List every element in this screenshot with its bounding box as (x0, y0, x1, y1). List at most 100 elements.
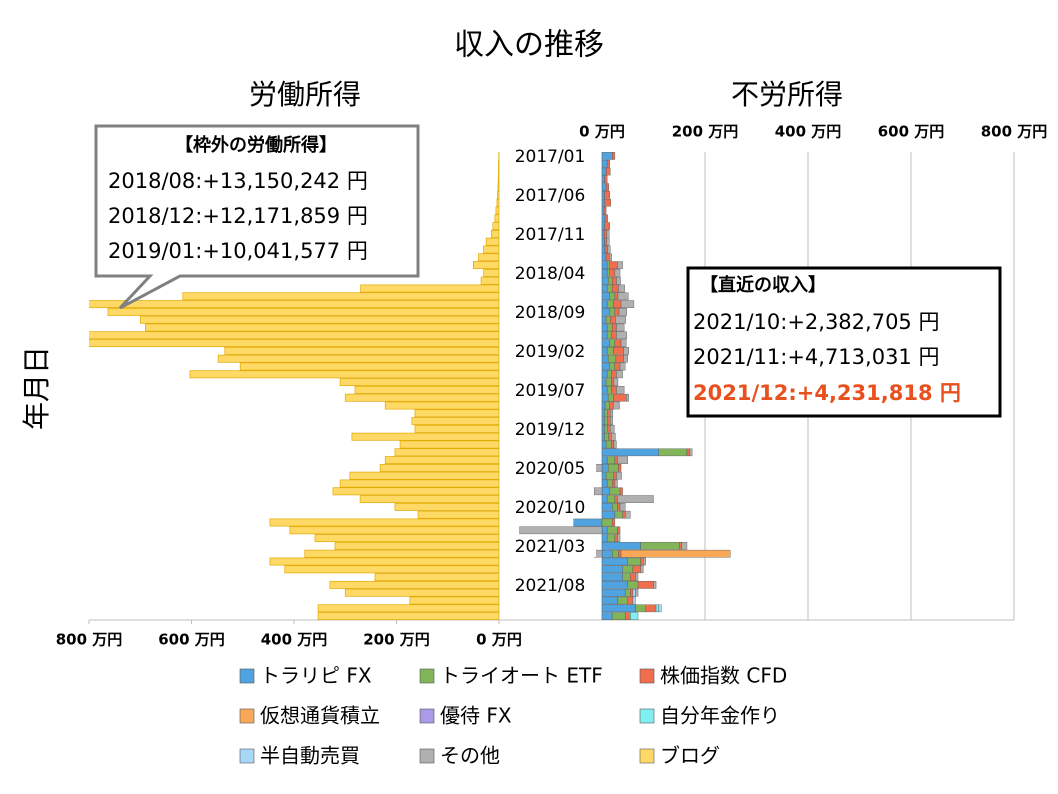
bar-segment (605, 167, 611, 176)
bar-segment (619, 503, 626, 511)
bar-segment (609, 253, 612, 262)
bar-segment (601, 308, 610, 316)
bar-segment (601, 331, 608, 340)
bar-segment (604, 175, 608, 184)
bar-segment (610, 425, 615, 433)
bar-segment (626, 393, 629, 402)
bar-segment (617, 495, 654, 503)
bar (339, 378, 499, 387)
bar (492, 222, 499, 231)
bar-segment (624, 510, 631, 519)
bars (89, 151, 731, 621)
bar-segment (601, 440, 607, 449)
bar-segment (613, 378, 619, 386)
bar-segment (601, 386, 608, 394)
bar-segment (615, 315, 626, 324)
bar-segment (604, 432, 609, 441)
annotation-title: 【直近の収入】 (700, 274, 826, 296)
bar-segment (611, 378, 615, 386)
bar (289, 526, 499, 535)
legend: トラリピ FX トライオート ETF 株価指数 CFD 仮想通貨積立 優待 FX 自分年金… (239, 664, 787, 768)
label-bg (504, 380, 596, 401)
bar-segment (615, 354, 624, 363)
bar-segment (601, 596, 618, 605)
bar-segment (611, 386, 617, 394)
legend-label: トライオート ETF (440, 664, 603, 688)
bar-segment (601, 471, 607, 480)
bar-segment (612, 518, 616, 527)
bar (480, 276, 499, 285)
bar-segment (613, 440, 617, 449)
bar-segment (605, 253, 610, 262)
bar-segment (605, 183, 609, 191)
x-tick-label: 800 万円 (56, 631, 123, 649)
bar (483, 245, 499, 254)
bar-segment (612, 549, 619, 558)
bar-segment (658, 448, 688, 457)
bar-segment (601, 542, 641, 550)
bar-segment (601, 518, 613, 527)
bar-segment (601, 261, 608, 269)
bar-segment (622, 510, 626, 519)
bar-segment (609, 487, 621, 496)
label-bg (504, 224, 596, 245)
annotation-line: 2021/10:+2,382,705 円 (693, 310, 939, 334)
bar-segment (606, 347, 614, 355)
bar (145, 323, 499, 332)
legend-label: 株価指数 CFD (660, 664, 787, 688)
bar (497, 183, 499, 192)
bar (498, 167, 499, 176)
label-bg (504, 458, 596, 479)
bar (317, 612, 499, 621)
bar (498, 159, 499, 168)
annotation-line: 2018/08:+13,150,242 円 (108, 169, 368, 193)
bar-segment (604, 245, 608, 254)
annotation-line: 2019/01:+10,041,577 円 (108, 239, 368, 263)
bar (354, 385, 499, 394)
bar-segment (606, 534, 616, 542)
bar (414, 424, 499, 433)
bar-segment (604, 214, 608, 223)
bar-segment (601, 300, 608, 308)
bar (497, 190, 499, 199)
bar-segment (519, 526, 603, 535)
bar-segment (612, 152, 616, 160)
bar-segment (609, 261, 618, 269)
bar-segment (601, 276, 609, 285)
bar (304, 549, 499, 558)
bar-segment (609, 292, 616, 301)
annotation-title: 【枠外の労働所得】 (175, 134, 337, 156)
bar (351, 432, 499, 441)
legend-label: トラリピ FX (260, 664, 372, 688)
bar-segment (601, 479, 608, 488)
bar (485, 237, 499, 246)
bar (394, 502, 499, 511)
bar-segment (632, 588, 636, 597)
bar (317, 604, 499, 613)
bar-segment (601, 393, 609, 402)
bar-segment (679, 542, 683, 550)
legend-label: 半自動売買 (260, 744, 360, 768)
bar (374, 573, 499, 582)
bar-segment (604, 222, 610, 230)
bar (89, 339, 499, 348)
bar-segment (601, 464, 609, 472)
annotation-recent: 【直近の収入】 2021/10:+2,382,705 円 2021/11:+4,… (686, 266, 1002, 418)
legend-label: その他 (440, 744, 500, 768)
annotation-line-highlight: 2021/12:+4,231,818 円 (693, 381, 961, 405)
bar (496, 198, 499, 207)
bar-segment (601, 152, 613, 160)
bar-segment (601, 253, 607, 262)
bar-segment (613, 471, 617, 480)
bar-segment (610, 417, 614, 425)
bar-segment (614, 292, 619, 301)
bar-segment (609, 308, 616, 316)
bar-segment (611, 370, 617, 379)
bar-segment (601, 347, 608, 355)
legend-swatch (639, 748, 655, 764)
label-bg (504, 536, 596, 557)
bar-segment (603, 206, 607, 215)
bar-segment (630, 573, 636, 581)
bar-segment (601, 214, 606, 223)
bar (182, 292, 499, 301)
